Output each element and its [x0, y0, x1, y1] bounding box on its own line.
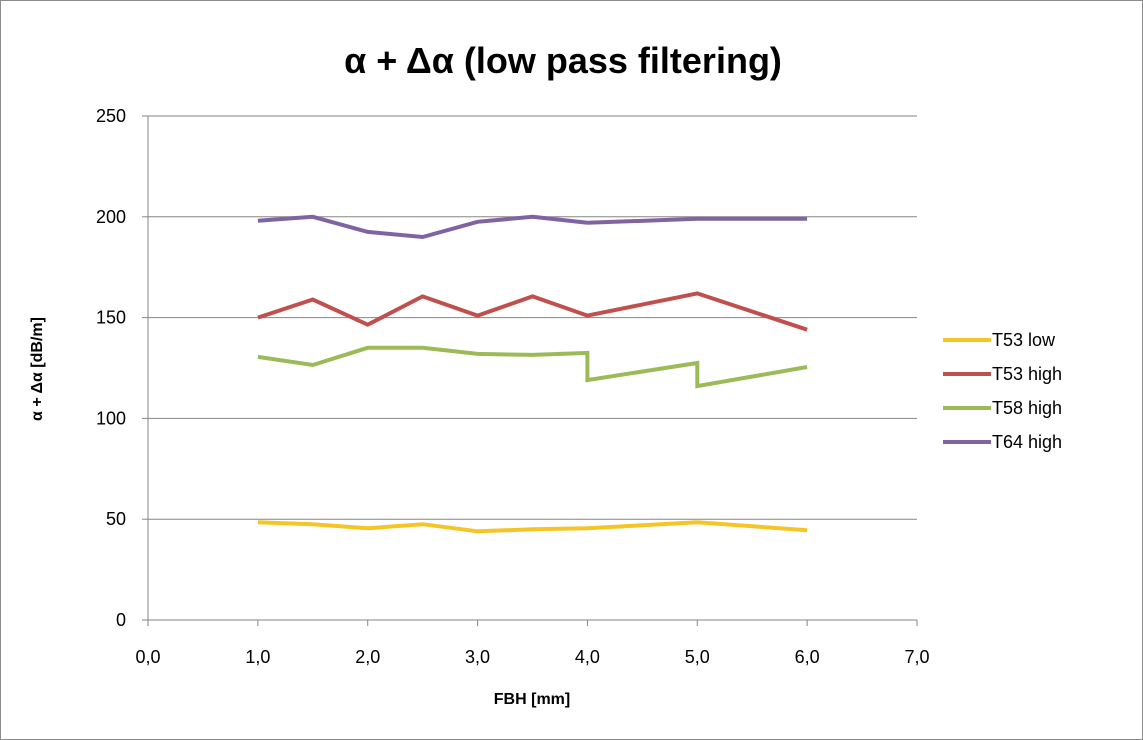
axes — [142, 115, 918, 626]
series-line-t64-high — [257, 214, 808, 240]
x-tick-label-2: 2,0 — [355, 647, 380, 667]
legend: T53 low T53 high T58 high T64 high — [943, 330, 1062, 452]
series-line-t58-high — [257, 345, 808, 389]
legend-label-t53-high: T53 high — [992, 364, 1062, 384]
legend-label-t53-low: T53 low — [992, 330, 1056, 350]
x-tick-labels: 0,0 1,0 2,0 3,0 4,0 5,0 6,0 7,0 — [135, 647, 929, 667]
legend-entry-t58-high: T58 high — [943, 398, 1062, 418]
series-line-t53-low — [257, 520, 808, 534]
y-tick-label-50: 50 — [106, 509, 126, 529]
x-tick-label-7: 7,0 — [904, 647, 929, 667]
legend-entry-t53-high: T53 high — [943, 364, 1062, 384]
y-tick-label-250: 250 — [96, 106, 126, 126]
x-tick-label-1: 1,0 — [245, 647, 270, 667]
y-tick-label-100: 100 — [96, 408, 126, 428]
legend-label-t64-high: T64 high — [992, 432, 1062, 452]
legend-entry-t53-low: T53 low — [943, 330, 1056, 350]
y-tick-label-0: 0 — [116, 610, 126, 630]
series-lines — [257, 214, 808, 534]
y-tick-label-200: 200 — [96, 207, 126, 227]
x-axis-label: FBH [mm] — [494, 691, 570, 708]
y-axis-label: α + Δα [dB/m] — [29, 317, 46, 421]
series-line-t53-high — [257, 291, 808, 332]
chart-title: α + Δα (low pass filtering) — [344, 40, 782, 81]
x-tick-label-0: 0,0 — [135, 647, 160, 667]
x-tick-label-3: 3,0 — [465, 647, 490, 667]
y-tick-labels: 0 50 100 150 200 250 — [96, 106, 126, 630]
y-tick-label-150: 150 — [96, 308, 126, 328]
x-tick-label-6: 6,0 — [795, 647, 820, 667]
legend-entry-t64-high: T64 high — [943, 432, 1062, 452]
x-tick-label-5: 5,0 — [685, 647, 710, 667]
x-tick-label-4: 4,0 — [575, 647, 600, 667]
legend-label-t58-high: T58 high — [992, 398, 1062, 418]
